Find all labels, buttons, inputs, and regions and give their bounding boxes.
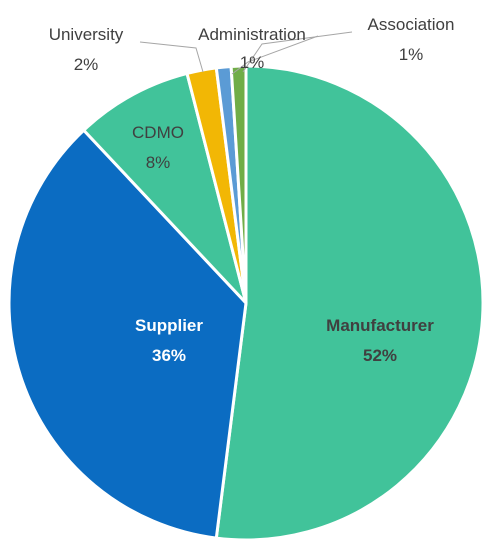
slice-name-label: Association: [368, 15, 455, 34]
pie-slice-association: [229, 64, 248, 304]
slice-value-label: 36%: [152, 346, 186, 365]
slice-name-label: University: [49, 25, 124, 44]
slice-value-label: 52%: [363, 346, 397, 365]
slice-name-label: Manufacturer: [326, 316, 434, 335]
leader-line-university: [139, 41, 204, 73]
slice-value-label: 1%: [399, 45, 424, 64]
slice-value-label: 2%: [74, 55, 99, 74]
pie-slice-manufacturer: [214, 64, 483, 540]
leader-line-administration: [231, 35, 319, 75]
pie-slice-cdmo: [81, 71, 248, 305]
slice-labels: Manufacturer 52% Supplier 36% CDMO 8% Universi…: [49, 15, 455, 365]
pie-slice-supplier: [7, 128, 248, 540]
leader-line-association: [242, 31, 353, 73]
slice-name-label: Supplier: [135, 316, 203, 335]
leader-lines: [139, 31, 353, 75]
pie-slices: [7, 64, 483, 540]
slice-name-label: Administration: [198, 25, 306, 44]
slice-name-label: CDMO: [132, 123, 184, 142]
slice-value-label: 1%: [240, 53, 265, 72]
slice-value-label: 8%: [146, 153, 171, 172]
